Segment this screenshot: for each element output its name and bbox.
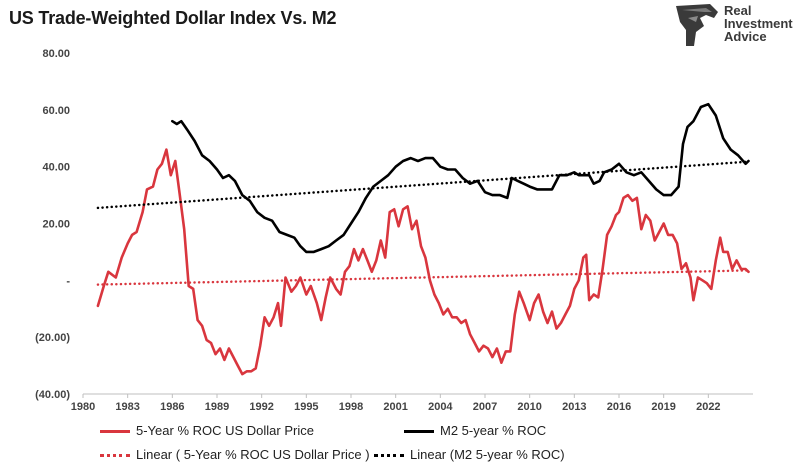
x-tick-label: 1995 [294,401,318,413]
logo-line-1: Real [724,3,752,18]
x-tick-label: 2004 [428,401,453,413]
x-tick-label: 2007 [473,401,497,413]
x-tick-label: 1989 [205,401,229,413]
x-tick-label: 2013 [562,401,586,413]
y-tick-label: (20.00) [35,332,70,344]
series-line-4 [96,160,750,210]
eagle-head-logo-icon [676,4,718,46]
y-tick-label: 60.00 [42,105,70,117]
brand-logo: Real Investment Advice [674,2,806,48]
logo-line-2: Investment [724,16,793,31]
x-tick-label: 1998 [339,401,363,413]
logo-line-3: Advice [724,29,767,44]
x-tick-label: 1983 [115,401,139,413]
x-tick-label: 2001 [383,401,407,413]
x-tick-label: 2019 [651,401,675,413]
series-line-2 [171,102,750,254]
y-tick-label: (40.00) [35,389,70,401]
x-tick-label: 2022 [696,401,720,413]
y-tick-label: 20.00 [42,219,70,231]
x-tick-label: 1992 [249,401,273,413]
x-tick-label: 1986 [160,401,184,413]
y-tick-label: 80.00 [42,48,70,60]
logo-text: Real Investment Advice [724,4,793,43]
series-line-3 [96,269,750,286]
y-tick-label: - [66,275,70,287]
chart-title: US Trade-Weighted Dollar Index Vs. M2 [9,8,337,28]
series-line-1 [96,148,750,376]
x-tick-label: 2016 [607,401,631,413]
x-tick-label: 1980 [71,401,95,413]
y-tick-label: 40.00 [42,162,70,174]
x-tick-label: 2010 [517,401,541,413]
